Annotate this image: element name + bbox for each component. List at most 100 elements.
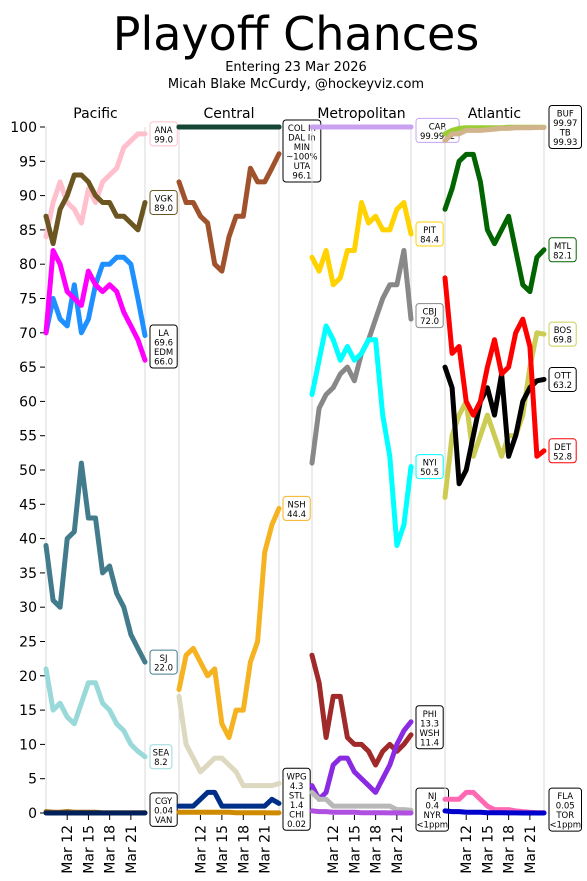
end-label-text: 0.02 bbox=[287, 820, 306, 830]
x-tick-label: Mar 18 bbox=[236, 825, 252, 874]
end-label-text: <1ppm bbox=[416, 821, 448, 831]
y-tick-label: 70 bbox=[19, 326, 37, 342]
panel-title: Central bbox=[204, 106, 255, 122]
end-label-box bbox=[415, 705, 444, 750]
end-label-text: BOS bbox=[554, 326, 572, 336]
plot-area: 0 5 10 15 20 25 30 35 40 45 50 55 60 65 70 75 80 85 90 95 10… bbox=[10, 105, 582, 874]
x-tick-label: Mar 18 bbox=[103, 825, 119, 874]
end-label-text: ~100% bbox=[286, 153, 317, 163]
y-tick-label: 0 bbox=[28, 806, 37, 822]
end-label-text: 99.97 bbox=[553, 119, 577, 129]
x-tick-label: Mar 12 bbox=[193, 825, 209, 874]
x-tick-label: Mar 12 bbox=[60, 825, 76, 874]
series-line-ott bbox=[442, 364, 547, 487]
end-label-box bbox=[415, 221, 444, 247]
series-line-wpg bbox=[176, 693, 282, 789]
end-label-text: WSH bbox=[419, 729, 439, 739]
end-label-text: 52.8 bbox=[553, 452, 572, 462]
y-tick-label: 30 bbox=[19, 600, 37, 616]
end-label-text: OTT bbox=[554, 371, 572, 381]
x-tick-label: Mar 15 bbox=[480, 825, 496, 874]
end-label-box bbox=[548, 321, 577, 347]
panel-title: Atlantic bbox=[468, 106, 521, 122]
end-label-text: 84.4 bbox=[420, 236, 439, 246]
panel-atlantic: Atlantic Mar 12 Mar 15 Mar 18 Mar 21 BUF99.97… bbox=[442, 105, 582, 874]
end-label-text: 0.05 bbox=[556, 802, 575, 812]
x-tick-label: Mar 15 bbox=[347, 825, 363, 874]
end-label-text: PHI bbox=[423, 710, 437, 720]
end-label-text: TB bbox=[559, 129, 571, 139]
end-label-text: MIN bbox=[294, 143, 310, 153]
y-tick-label: 50 bbox=[19, 463, 37, 479]
end-label-text: NYR bbox=[424, 811, 442, 821]
end-label-text: PIT bbox=[423, 226, 437, 236]
end-label-text: 11.4 bbox=[420, 738, 439, 748]
end-label-text: 0.4 bbox=[425, 802, 439, 812]
x-tick-label: Mar 21 bbox=[390, 825, 406, 874]
y-tick-label: 25 bbox=[19, 635, 37, 651]
end-label-text: LA bbox=[158, 329, 169, 339]
x-tick-label: Mar 21 bbox=[124, 825, 140, 874]
y-tick-label: 10 bbox=[19, 737, 37, 753]
panel-title: Metropolitan bbox=[317, 106, 405, 122]
y-tick-label: 95 bbox=[19, 154, 37, 170]
x-tick-label: Mar 21 bbox=[258, 825, 274, 874]
end-label-text: NJ bbox=[428, 792, 437, 802]
series-line-chi bbox=[176, 809, 282, 816]
y-tick-label: 75 bbox=[19, 292, 37, 308]
series-line-wsh bbox=[309, 719, 414, 802]
chart-credit: Micah Blake McCurdy, @hockeyviz.com bbox=[168, 77, 424, 92]
end-label-text: ANA bbox=[155, 126, 173, 136]
end-label-box bbox=[415, 454, 444, 480]
end-label-text: 89.0 bbox=[154, 204, 173, 214]
end-label-text: 69.8 bbox=[553, 336, 572, 346]
series-line-tor bbox=[442, 808, 547, 816]
end-label-box bbox=[548, 438, 577, 464]
end-label-box bbox=[149, 121, 178, 147]
y-tick-label: 5 bbox=[28, 772, 37, 788]
end-label-text: VAN bbox=[155, 816, 172, 826]
series-line-nyi bbox=[309, 323, 414, 548]
x-tick-label: Mar 15 bbox=[81, 825, 97, 874]
end-label-box bbox=[548, 105, 582, 149]
end-label-text: SJ bbox=[160, 654, 168, 664]
panel-title: Pacific bbox=[73, 106, 118, 122]
end-label-text: SEA bbox=[153, 749, 170, 759]
series-line-stl bbox=[176, 789, 282, 809]
x-tick-label: Mar 18 bbox=[502, 825, 518, 874]
end-label-text: 99.93 bbox=[553, 138, 577, 148]
end-label-text: FLA bbox=[557, 792, 573, 802]
end-label-text: 50.5 bbox=[420, 468, 439, 478]
end-label-text: CHI bbox=[289, 810, 304, 820]
end-label-text: CBJ bbox=[422, 308, 436, 318]
x-tick-label: Mar 12 bbox=[326, 825, 342, 874]
panel-central: Central Mar 12 Mar 15 Mar 18 Mar 21 COL InDAL… bbox=[176, 106, 322, 874]
y-tick-label: 45 bbox=[19, 497, 37, 513]
y-tick-label: 20 bbox=[19, 669, 37, 685]
end-label-text: VGK bbox=[155, 194, 173, 204]
end-label-text: WPG bbox=[287, 772, 307, 782]
end-label-box bbox=[548, 366, 577, 392]
end-label-text: EDM bbox=[154, 348, 173, 358]
end-label-text: COL In bbox=[288, 124, 316, 134]
x-tick-label: Mar 12 bbox=[459, 825, 475, 874]
x-tick-label: Mar 15 bbox=[215, 825, 231, 874]
end-label-text: <1ppm bbox=[549, 821, 581, 831]
end-label-text: 69.6 bbox=[154, 339, 173, 349]
y-tick-label: 15 bbox=[19, 703, 37, 719]
